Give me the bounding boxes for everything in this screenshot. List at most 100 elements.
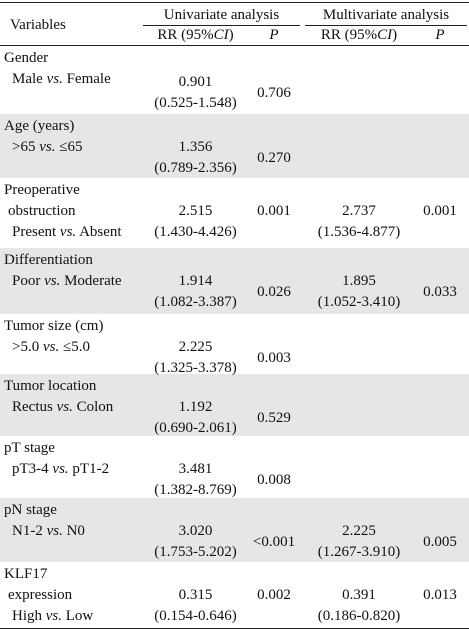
text-part: pT1-2 (68, 461, 110, 477)
uni-rr: 2.515 (178, 203, 213, 219)
uni-rr: 0.901 (178, 74, 213, 90)
uni-p: 0.001 (257, 203, 291, 219)
header-variables: Variables (10, 17, 66, 33)
text-part: ≤65 (55, 139, 83, 155)
multi-rr: 1.895 (342, 273, 376, 289)
comparison: >5.0 vs. ≤5.0 (12, 337, 90, 357)
uni-p: 0.002 (257, 587, 291, 603)
uni-rr: 1.356 (178, 139, 213, 155)
text-part: vs. (39, 139, 56, 155)
uni-ci: (0.789-2.356) (154, 160, 237, 176)
header-univariate: Univariate analysis (163, 7, 280, 23)
multi-rr: 2.737 (342, 203, 376, 219)
multi-p: 0.005 (423, 533, 457, 550)
row-band (0, 374, 469, 436)
row-band (0, 248, 469, 314)
group-rule (305, 25, 467, 26)
text-part: vs. (42, 339, 60, 355)
row-band (0, 114, 469, 178)
uni-rr: 0.315 (178, 587, 213, 603)
text-part: High (12, 608, 46, 624)
text-part: vs. (56, 399, 73, 415)
multi-p: 0.001 (423, 203, 457, 219)
uni-ci: (0.690-2.061) (154, 420, 237, 436)
text-part: vs. (45, 608, 62, 624)
text-part: Colon (72, 399, 114, 415)
header-p: P (269, 27, 279, 43)
multi-ci: (0.186-0.820) (317, 608, 401, 624)
text-part: N0 (62, 523, 85, 539)
variable: expression (8, 587, 73, 603)
variable: Differentiation (4, 252, 93, 268)
text-part: Female (62, 71, 111, 87)
multi-rr: 2.225 (342, 523, 376, 539)
variable: KLF17 (4, 566, 48, 582)
comparison: Poor vs. Moderate (12, 271, 122, 291)
comparison: High vs. Low (12, 606, 93, 626)
uni-p: <0.001 (252, 533, 296, 550)
variable: obstruction (8, 203, 76, 219)
variable: pN stage (4, 502, 57, 518)
text-part: Absent (76, 224, 122, 240)
row-band (0, 498, 469, 562)
group-rule (143, 25, 300, 26)
multi-ci: (1.052-3.410) (317, 294, 401, 310)
header-rule (0, 45, 469, 46)
text-part: Rectus (12, 399, 57, 415)
text-part: Moderate (60, 273, 122, 289)
text-part: Present (12, 224, 60, 240)
text-part: vs. (52, 461, 69, 477)
uni-p: 0.270 (257, 149, 291, 166)
uni-ci: (1.430-4.426) (154, 224, 237, 240)
uni-rr: 3.481 (178, 461, 213, 477)
text-part: Male (12, 71, 47, 87)
comparison: Male vs. Female (12, 69, 111, 89)
uni-p: 0.529 (257, 409, 291, 426)
comparison: >65 vs. ≤65 (12, 137, 82, 157)
uni-p: 0.706 (257, 84, 291, 101)
multi-ci: (1.536-4.877) (317, 224, 401, 240)
uni-rr: 3.020 (178, 523, 213, 539)
text-part: vs. (46, 523, 63, 539)
text-part: vs. (46, 71, 63, 87)
text-part: ) (392, 27, 398, 43)
header-rr: RR (95%CI) (305, 25, 413, 45)
uni-ci: (0.154-0.646) (154, 608, 237, 624)
multi-p: 0.033 (423, 283, 457, 300)
variable: Tumor size (cm) (4, 318, 104, 334)
top-rule (0, 2, 469, 3)
text-part: >65 (12, 139, 40, 155)
text-part: ≤5.0 (59, 339, 90, 355)
uni-rr: 2.225 (178, 339, 213, 355)
variable: pT stage (4, 440, 55, 456)
uni-p: 0.026 (257, 283, 291, 300)
uni-ci: (1.753-5.202) (154, 544, 237, 560)
variable: Age (years) (4, 118, 75, 134)
text-part: Low (62, 608, 94, 624)
text-part: CI (213, 27, 229, 43)
text-part: Poor (12, 273, 45, 289)
comparison: Present vs. Absent (12, 222, 122, 242)
text-part: N1-2 (12, 523, 47, 539)
header-rr: RR (95%CI) (143, 25, 248, 45)
uni-ci: (1.325-3.378) (154, 360, 237, 376)
header-p: P (435, 27, 445, 43)
uni-p: 0.003 (257, 349, 291, 366)
variable: Preoperative (4, 182, 80, 198)
uni-rr: 1.192 (178, 399, 213, 415)
text-part: pT3-4 (12, 461, 53, 477)
comparison: N1-2 vs. N0 (12, 521, 85, 541)
text-part: vs. (59, 224, 77, 240)
bottom-rule (0, 628, 469, 629)
uni-ci: (0.525-1.548) (154, 95, 237, 111)
variable: Tumor location (4, 378, 97, 394)
text-part: RR (95% (157, 27, 214, 43)
text-part: vs. (44, 273, 61, 289)
text-part: CI (377, 27, 393, 43)
header-multivariate: Multivariate analysis (322, 7, 450, 23)
comparison: pT3-4 vs. pT1-2 (12, 459, 109, 479)
uni-ci: (1.382-8.769) (154, 482, 237, 498)
multi-ci: (1.267-3.910) (317, 544, 401, 560)
variable: Gender (4, 50, 49, 66)
